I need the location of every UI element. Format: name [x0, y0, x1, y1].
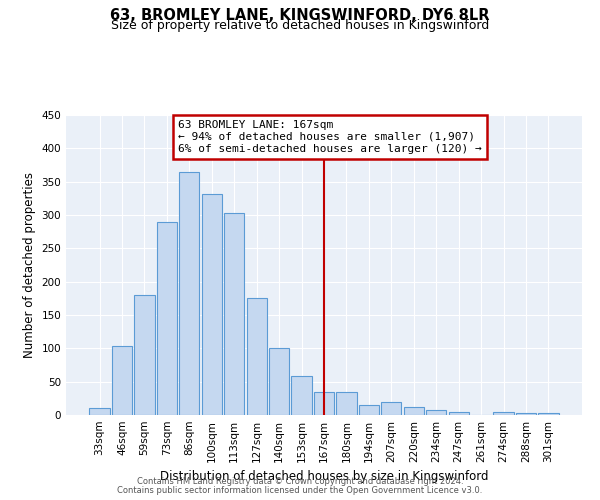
X-axis label: Distribution of detached houses by size in Kingswinford: Distribution of detached houses by size … — [160, 470, 488, 484]
Text: 63 BROMLEY LANE: 167sqm
← 94% of detached houses are smaller (1,907)
6% of semi-: 63 BROMLEY LANE: 167sqm ← 94% of detache… — [178, 120, 482, 154]
Bar — [224, 213, 244, 415]
Text: 63, BROMLEY LANE, KINGSWINFORD, DY6 8LR: 63, BROMLEY LANE, KINGSWINFORD, DY6 8LR — [110, 8, 490, 22]
Bar — [112, 346, 132, 415]
Bar — [89, 408, 110, 415]
Text: Contains public sector information licensed under the Open Government Licence v3: Contains public sector information licen… — [118, 486, 482, 495]
Bar — [179, 172, 199, 415]
Bar — [493, 412, 514, 415]
Bar — [314, 392, 334, 415]
Bar — [359, 405, 379, 415]
Bar — [157, 222, 177, 415]
Bar — [337, 392, 356, 415]
Text: Contains HM Land Registry data © Crown copyright and database right 2024.: Contains HM Land Registry data © Crown c… — [137, 477, 463, 486]
Bar — [426, 410, 446, 415]
Bar — [247, 298, 267, 415]
Bar — [381, 402, 401, 415]
Bar — [292, 376, 311, 415]
Y-axis label: Number of detached properties: Number of detached properties — [23, 172, 36, 358]
Bar — [134, 295, 155, 415]
Bar — [404, 407, 424, 415]
Bar — [538, 413, 559, 415]
Bar — [516, 413, 536, 415]
Text: Size of property relative to detached houses in Kingswinford: Size of property relative to detached ho… — [111, 19, 489, 32]
Bar — [269, 348, 289, 415]
Bar — [202, 194, 222, 415]
Bar — [449, 412, 469, 415]
